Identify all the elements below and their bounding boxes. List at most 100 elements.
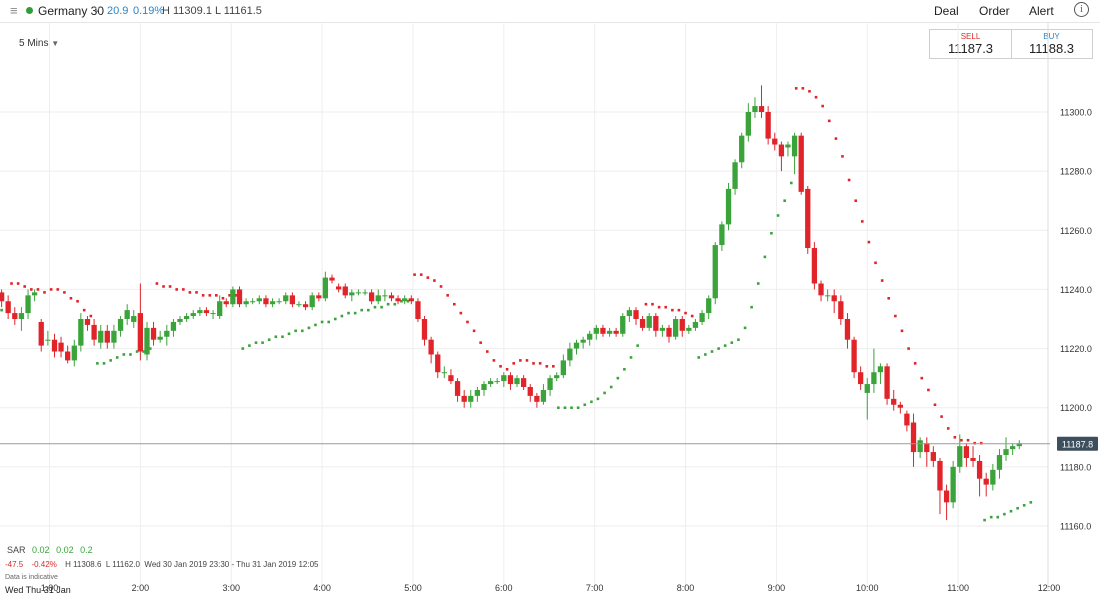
- chevron-down-icon[interactable]: ∨: [94, 4, 101, 14]
- sar-dot: [629, 356, 633, 359]
- candle-body: [587, 333, 593, 340]
- candle: [1016, 440, 1022, 450]
- candle-body: [25, 295, 31, 314]
- sar-dot: [386, 302, 390, 306]
- candle-body: [302, 304, 309, 308]
- candle-body: [18, 313, 25, 319]
- sar-dot: [109, 359, 112, 362]
- candle-body: [111, 330, 117, 343]
- candle: [51, 333, 58, 358]
- candle-body: [368, 292, 375, 302]
- candle: [98, 324, 104, 349]
- candle-body: [686, 327, 692, 331]
- sar-dot: [743, 326, 747, 330]
- sar-dot: [406, 299, 410, 303]
- sar-dot: [512, 362, 516, 365]
- candle-body: [752, 106, 758, 112]
- candle-body: [507, 375, 514, 385]
- sar-dot: [717, 347, 720, 350]
- candle: [309, 292, 315, 311]
- candle-body: [805, 188, 811, 249]
- sar-dot: [433, 279, 436, 282]
- candle-body: [342, 286, 348, 296]
- candle-body: [639, 319, 646, 328]
- sell-button[interactable]: SELL 11187.3: [930, 30, 1012, 58]
- sar-dot: [439, 285, 443, 288]
- candle-body: [78, 319, 84, 346]
- candle: [818, 280, 824, 302]
- candle-body: [263, 298, 269, 305]
- candle-body: [382, 295, 388, 297]
- y-tick-label: 11200.0: [1060, 403, 1092, 413]
- buy-button[interactable]: BUY 11188.3: [1011, 30, 1092, 58]
- sar-dot: [996, 515, 1000, 519]
- sar-dot: [677, 308, 681, 312]
- candle-body: [593, 327, 599, 334]
- instrument-name[interactable]: Germany 30: [38, 4, 105, 18]
- candle-body: [269, 301, 276, 305]
- candle: [150, 321, 157, 346]
- sar-dot: [730, 341, 734, 344]
- candle: [593, 324, 599, 340]
- sar-label: SAR: [7, 545, 26, 555]
- candle-body: [157, 336, 163, 340]
- sar-dot: [182, 288, 185, 291]
- grid: [0, 22, 1049, 589]
- candle-body: [117, 319, 124, 331]
- sar-dot: [221, 297, 225, 300]
- candle-body: [454, 381, 461, 396]
- sar-dot: [314, 323, 317, 327]
- candle: [620, 313, 626, 337]
- candle: [943, 484, 950, 521]
- sar-dot: [426, 276, 430, 279]
- candle: [639, 316, 646, 331]
- candle-body: [857, 372, 864, 385]
- sar-dot: [756, 282, 760, 285]
- sar-dot: [485, 350, 489, 353]
- sar-dot: [576, 406, 580, 410]
- candle-body: [666, 327, 672, 337]
- y-tick-label: 11280.0: [1060, 167, 1092, 177]
- hamburger-icon[interactable]: ≡: [10, 3, 18, 18]
- candle: [170, 319, 177, 337]
- info-icon[interactable]: i: [1074, 2, 1089, 17]
- candle-body: [210, 313, 216, 315]
- candle-body: [104, 330, 110, 343]
- candle: [567, 342, 573, 367]
- candle: [421, 316, 428, 346]
- candle: [1003, 437, 1009, 461]
- sar-dot: [763, 255, 767, 259]
- period-range: Wed 30 Jan 2019 23:30 - Thu 31 Jan 2019 …: [144, 560, 319, 569]
- alert-button[interactable]: Alert: [1029, 4, 1054, 18]
- candle-body: [851, 339, 857, 373]
- timeframe-selector[interactable]: 5 Mins ▼: [19, 38, 59, 49]
- candle: [38, 319, 44, 352]
- candle: [131, 310, 137, 328]
- candle-body: [124, 310, 130, 319]
- sar-dot: [636, 344, 639, 347]
- candle: [547, 375, 553, 396]
- candle: [177, 316, 183, 325]
- candle-body: [573, 342, 580, 349]
- candle: [699, 310, 705, 325]
- candle: [626, 307, 633, 322]
- sar-dot: [367, 308, 370, 312]
- order-button[interactable]: Order: [979, 4, 1010, 18]
- sar-dot: [452, 302, 456, 306]
- sar-dot: [1016, 506, 1019, 510]
- sar-legend[interactable]: SAR 0.02 0.02 0.2: [7, 545, 93, 555]
- candle: [778, 141, 785, 172]
- candle: [613, 327, 619, 337]
- sar-dot: [0, 308, 3, 312]
- candle-body: [362, 292, 368, 294]
- candle-body: [937, 460, 943, 491]
- deal-button[interactable]: Deal: [934, 4, 959, 18]
- timeframe-label: 5 Mins: [19, 38, 49, 49]
- sar-param: 0.02: [32, 545, 50, 555]
- candle: [904, 410, 910, 432]
- candle-body: [501, 375, 507, 382]
- candle-body: [699, 313, 705, 322]
- candle: [917, 437, 923, 458]
- price-chart[interactable]: 11187.8 11160.0 11180.0 11200.0 11220.0 1124…: [0, 22, 1100, 598]
- candle-body: [217, 301, 223, 317]
